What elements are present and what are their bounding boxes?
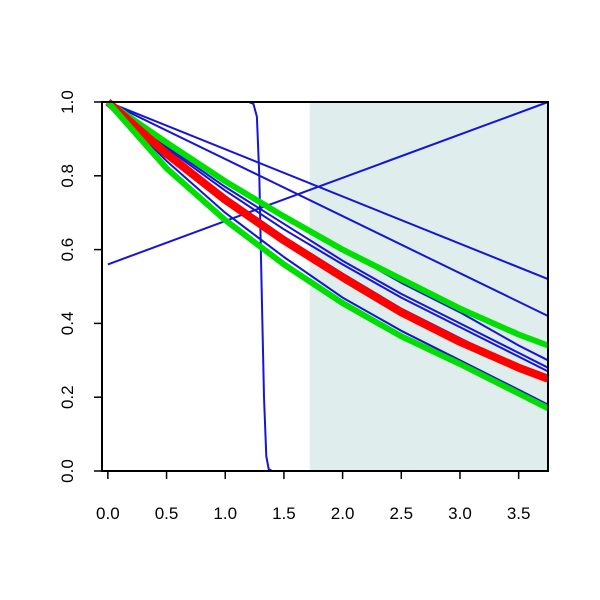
x-tick-label: 1.5 [272,504,296,523]
x-tick-label: 2.5 [389,504,413,523]
x-axis: 0.0 0.5 1.0 1.5 2.0 2.5 3.0 3.5 [96,471,530,523]
series-line-12 [105,100,550,411]
x-tick-label: 1.0 [213,504,237,523]
y-tick-label: 0.2 [58,385,77,409]
series-line-11 [105,98,550,383]
series-line-9 [107,101,548,472]
x-tick-label: 0.0 [96,504,120,523]
series-line-4 [107,101,549,369]
shaded-region-layer [309,102,548,471]
series-layer [105,98,550,472]
series-line-10 [106,99,550,349]
series-line-8 [107,101,549,266]
y-tick-label: 0.6 [58,238,77,262]
x-tick-label: 0.5 [155,504,179,523]
series-line-7 [107,101,549,406]
y-tick-label: 0.4 [58,312,77,336]
series-line-2 [107,101,549,317]
y-axis: 0.0 0.2 0.4 0.6 0.8 1.0 [58,90,102,483]
x-tick-label: 3.0 [448,504,472,523]
shaded-region [309,102,548,471]
y-tick-label: 1.0 [58,90,77,114]
plot-frame [101,101,549,472]
y-tick-label: 0.0 [58,459,77,483]
y-tick-label: 0.8 [58,164,77,188]
series-line-5 [107,101,549,373]
series-line-1 [107,101,549,281]
x-tick-label: 3.5 [507,504,531,523]
x-tick-label: 2.0 [331,504,355,523]
